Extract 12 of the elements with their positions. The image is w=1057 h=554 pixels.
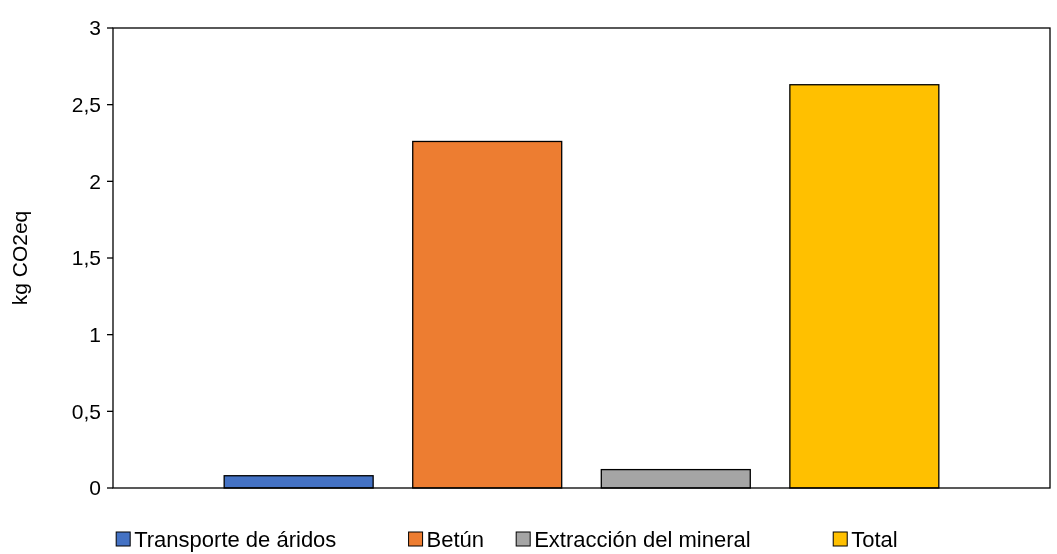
legend-label: Transporte de áridos <box>134 526 337 552</box>
y-tick-label: 2,5 <box>71 93 101 117</box>
y-tick-label: 1 <box>89 323 101 347</box>
y-axis-title: kg CO2eq <box>8 210 31 306</box>
y-tick-label: 3 <box>89 16 101 40</box>
y-tick-label: 0 <box>89 476 101 500</box>
y-tick-label: 2 <box>89 169 101 193</box>
legend-label: Betún <box>426 526 485 552</box>
y-tick-label: 0,5 <box>71 399 101 423</box>
legend-label: Total <box>851 526 898 552</box>
y-tick-label: 1,5 <box>71 246 101 270</box>
legend-label: Extracción del mineral <box>534 526 751 552</box>
